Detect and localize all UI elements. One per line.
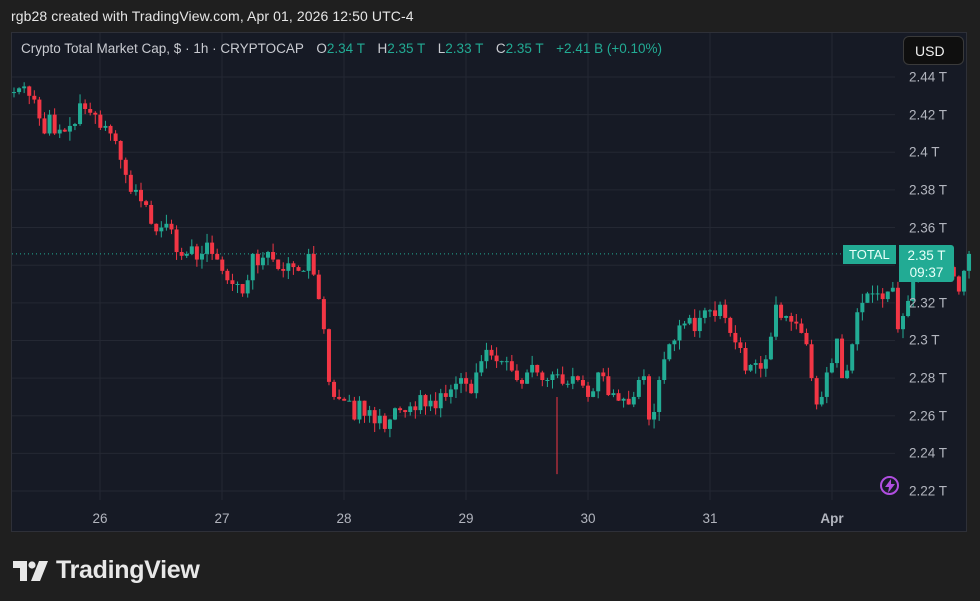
price-axis-label: 2.36 T — [909, 220, 948, 236]
chart-credit: rgb28 created with TradingView.com, Apr … — [11, 8, 414, 24]
chart-pane[interactable] — [11, 32, 967, 532]
price-axis-label: 2.26 T — [909, 408, 948, 424]
open-label: O — [316, 41, 327, 56]
time-axis-label: 28 — [336, 511, 352, 526]
price-axis-label: 2.44 T — [909, 69, 948, 85]
price-axis-label: 2.24 T — [909, 445, 948, 461]
bar-countdown: 09:37 — [909, 265, 944, 280]
high-label: H — [377, 41, 388, 56]
price-axis-label: 2.42 T — [909, 107, 948, 123]
last-price: 2.35 T — [907, 248, 946, 263]
price-axis-label: 2.28 T — [909, 370, 948, 386]
symbol-legend: Crypto Total Market Cap, $ · 1h · CRYPTO… — [21, 41, 662, 56]
price-axis-label: 2.22 T — [909, 483, 948, 499]
price-axis-label: 2.32 T — [909, 295, 948, 311]
lightning-icon[interactable] — [880, 476, 899, 495]
low-label: L — [437, 41, 446, 56]
time-axis-label: 30 — [580, 511, 596, 526]
tradingview-logo-icon — [13, 560, 48, 581]
price-axis-label: 2.4 T — [909, 144, 940, 160]
low-value: 2.33 T — [445, 41, 484, 56]
price-axis-label: 2.3 T — [909, 332, 940, 348]
time-axis-label: 27 — [214, 511, 230, 526]
tradingview-wordmark: TradingView — [56, 556, 200, 584]
time-axis-label: 29 — [458, 511, 474, 526]
open-value: 2.34 T — [326, 41, 365, 56]
high-value: 2.35 T — [387, 41, 426, 56]
close-label: C — [495, 41, 506, 56]
close-value: 2.35 T — [505, 41, 544, 56]
change-value: +2.41 B (+0.10%) — [556, 41, 662, 56]
last-price-tag: 2.35 T 09:37 — [899, 245, 954, 282]
currency-button[interactable]: USD — [903, 36, 964, 65]
price-axis-label: 2.38 T — [909, 182, 948, 198]
time-axis-label: Apr — [820, 511, 844, 526]
time-axis-label: 26 — [92, 511, 108, 526]
legend-title: Crypto Total Market Cap, $ · 1h · CRYPTO… — [21, 41, 304, 56]
tradingview-logo: TradingView — [13, 556, 200, 585]
time-axis-label: 31 — [702, 511, 718, 526]
symbol-tag: TOTAL — [843, 245, 896, 264]
